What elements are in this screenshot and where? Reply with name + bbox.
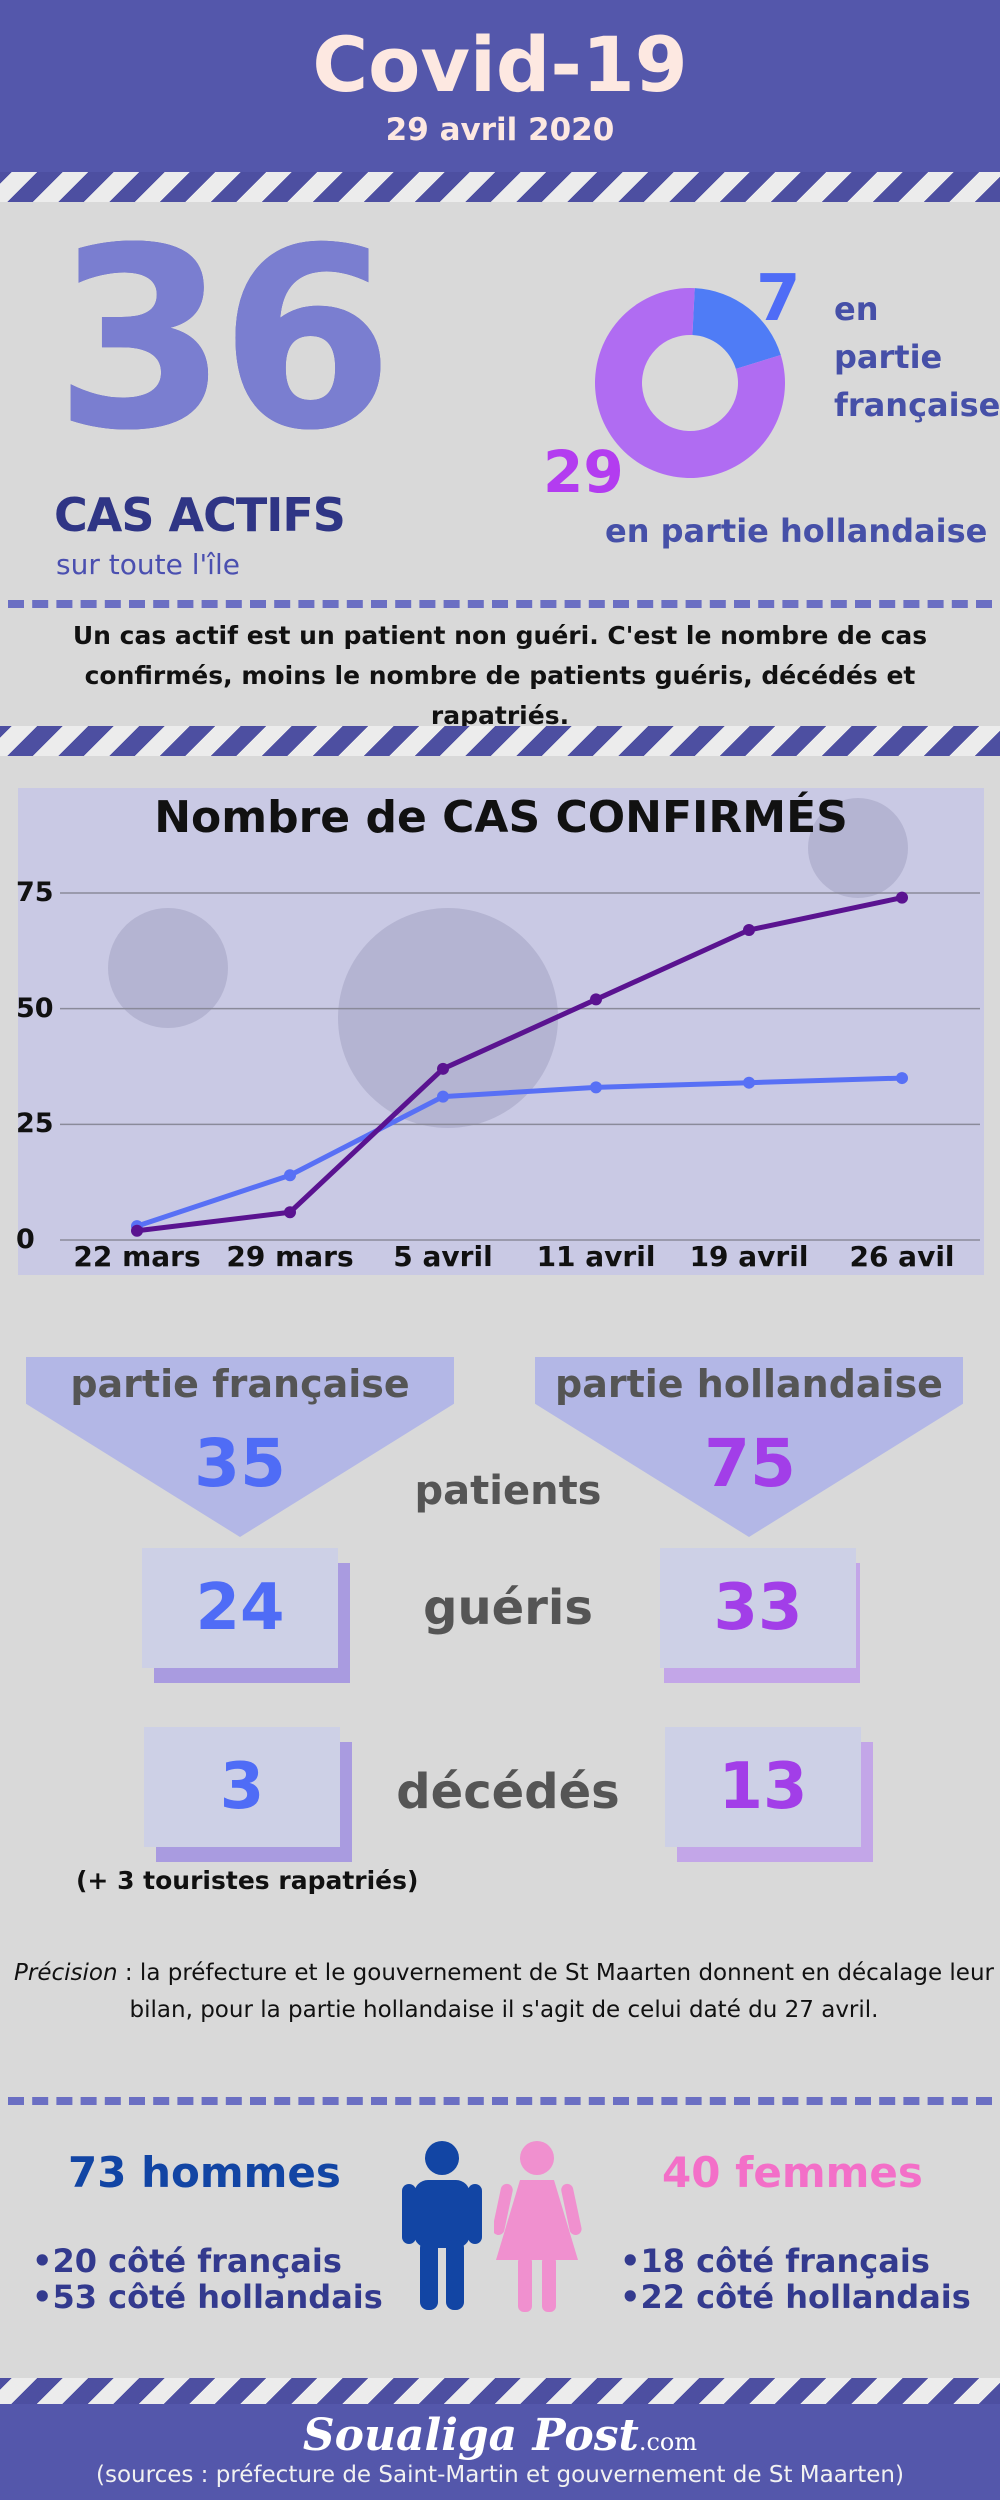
x-tick-label: 22 mars [73, 1240, 201, 1273]
man-icon [402, 2141, 482, 2310]
chart-title: Nombre de CAS CONFIRMÉS [154, 792, 848, 843]
stripe-divider-top [0, 172, 1000, 202]
french-deaths-box: 3 [144, 1727, 340, 1847]
deaths-row-label: décédés [396, 1764, 620, 1820]
data-point [284, 1169, 296, 1182]
donut-slice [692, 288, 781, 369]
donut-slice [595, 288, 785, 478]
y-tick-label: 50 [16, 993, 54, 1024]
x-tick-label: 11 avril [536, 1240, 656, 1273]
x-tick-label: 19 avril [689, 1240, 809, 1273]
sources-text: (sources : préfecture de Saint-Martin et… [96, 2462, 904, 2488]
list-item: 22 côté hollandais [620, 2279, 970, 2315]
dutch-patients-count: 75 [704, 1425, 796, 1502]
x-tick-label: 26 avil [849, 1240, 955, 1273]
data-point [284, 1206, 296, 1219]
x-tick-label: 5 avril [393, 1240, 493, 1273]
repatriated-tourists-note: (+ 3 touristes rapatriés) [76, 1866, 419, 1895]
logo-text: Soualiga Post [302, 2410, 639, 2461]
dutch-recovered-count: 33 [713, 1571, 803, 1645]
recovered-row-label: guéris [423, 1580, 593, 1636]
dutch-part-header: partie hollandaise [555, 1362, 943, 1406]
page-date: 29 avril 2020 [385, 112, 615, 148]
dashed-divider [8, 2097, 992, 2105]
confirmed-cases-chart [60, 891, 980, 1241]
french-deaths-count: 3 [219, 1750, 265, 1824]
list-item: 53 côté hollandais [32, 2279, 382, 2315]
active-cases-number: 36 [54, 194, 394, 485]
chart-background [18, 788, 984, 1275]
active-cases-donut [595, 288, 785, 478]
dutch-deaths-count: 13 [718, 1750, 808, 1824]
men-total: 73 hommes [68, 2148, 341, 2197]
series-line [136, 895, 903, 1234]
woman-icon [494, 2141, 582, 2312]
women-breakdown-list: 18 côté français 22 côté hollandais [620, 2243, 971, 2315]
y-tick-label: 75 [16, 877, 54, 908]
x-tick-label: 29 mars [226, 1240, 354, 1273]
page-title: Covid-19 [312, 20, 688, 109]
list-item: 20 côté français [32, 2243, 383, 2279]
french-part-header: partie française [70, 1362, 410, 1406]
data-point [896, 1072, 908, 1085]
data-point [896, 891, 908, 904]
data-point [437, 1090, 449, 1103]
precision-lead: Précision [14, 1960, 118, 1986]
french-patients-count: 35 [194, 1425, 286, 1502]
patients-row-label: patients [414, 1468, 602, 1514]
dutch-deaths-box: 13 [665, 1727, 861, 1847]
data-point [743, 1076, 755, 1089]
footer-banner [0, 2404, 1000, 2500]
y-tick-label: 25 [16, 1108, 54, 1139]
dutch-recovered-box: 33 [660, 1548, 856, 1668]
header-banner [0, 0, 1000, 172]
stripe-divider-middle [0, 726, 1000, 756]
french-recovered-box: 24 [142, 1548, 338, 1668]
data-point [131, 1224, 143, 1237]
active-case-definition: Un cas actif est un patient non guéri. C… [72, 621, 928, 730]
chart-virus-decoration [108, 798, 908, 1128]
french-active-count: 7 [756, 262, 801, 336]
dashed-divider [8, 600, 992, 608]
french-active-label: en partie française [834, 290, 1000, 424]
dutch-active-count: 29 [543, 438, 624, 506]
brand-logo[interactable]: Soualiga Post.com [0, 2410, 1000, 2461]
series-line [136, 1075, 903, 1229]
women-total: 40 femmes [662, 2148, 923, 2197]
data-point [743, 924, 755, 937]
data-point [590, 993, 602, 1006]
french-recovered-count: 24 [195, 1571, 285, 1645]
dutch-active-label: en partie hollandaise [605, 512, 988, 550]
men-breakdown-list: 20 côté français 53 côté hollandais [32, 2243, 383, 2315]
precision-note: Précision : la préfecture et le gouverne… [14, 1955, 994, 2029]
active-cases-label: CAS ACTIFS [54, 488, 346, 542]
stripe-divider-bottom [0, 2378, 1000, 2408]
logo-suffix: .com [638, 2428, 698, 2456]
data-point [590, 1081, 602, 1094]
active-cases-sublabel: sur toute l'île [56, 548, 240, 581]
y-tick-label: 0 [16, 1224, 35, 1255]
precision-text: : la préfecture et le gouvernement de St… [117, 1960, 994, 2023]
list-item: 18 côté français [620, 2243, 971, 2279]
data-point [437, 1062, 449, 1075]
